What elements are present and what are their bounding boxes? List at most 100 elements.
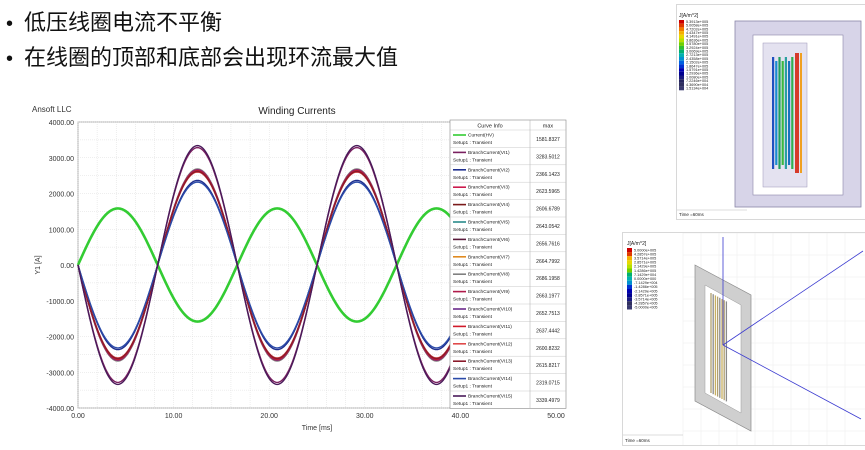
legend-series-max: 2623.5965: [536, 189, 560, 195]
field-legend-swatch: [679, 71, 684, 76]
field-legend-value: -5.0000e+005: [634, 306, 658, 310]
legend-series-name: BranchCurrent(VI14): [468, 376, 513, 382]
legend-header-curve: Curve Info: [477, 124, 502, 130]
hv-winding-strip: [795, 53, 799, 173]
legend-series-setup: Setup1 : Transient: [453, 401, 493, 407]
field-legend-value: 2.1429e+005: [634, 265, 656, 269]
field-legend-value: -4.2857e+005: [634, 302, 658, 306]
field-legend-value: 4.3690e+004: [686, 83, 708, 87]
field-legend-swatch: [627, 297, 632, 302]
x-axis-label: Time [ms]: [302, 425, 333, 432]
legend-series-name: BranchCurrent(VI8): [468, 272, 510, 278]
field-legend-value: 1.0080e+005: [686, 75, 708, 79]
field-legend-value: 3.0069e+005: [686, 50, 708, 54]
legend-series-max: 1581.8327: [536, 137, 560, 143]
time-label: Time =60ms: [679, 212, 704, 217]
field-legend-swatch: [627, 272, 632, 277]
winding-currents-chart: Ansoft LLC Winding Currents 4000.00 3000.00…: [28, 100, 568, 440]
axis-y: [722, 344, 862, 420]
field-legend-swatch: [627, 280, 632, 285]
field-legend-value: 3.5714e+005: [634, 257, 656, 261]
legend-series-name: BranchCurrent(VI11): [468, 324, 512, 330]
legend-background: [449, 119, 567, 409]
legend-series-setup: Setup1 : Transient: [453, 297, 493, 303]
field-legend-swatch: [627, 301, 632, 306]
field-legend-swatch: [679, 34, 684, 39]
legend-series-setup: Setup1 : Transient: [453, 192, 493, 198]
field-legend-swatch: [627, 289, 632, 294]
legend-series-setup: Setup1 : Transient: [453, 384, 493, 390]
y-tick-label: 2000.00: [49, 192, 74, 199]
y-tick-label: 4000.00: [49, 120, 74, 127]
legend-series-setup: Setup1 : Transient: [453, 314, 493, 320]
field-legend-value: -1.4286e+005: [634, 285, 658, 289]
field-legend-value: 5.0058e+005: [686, 24, 708, 28]
field-legend-value: -2.8571e+005: [634, 293, 658, 297]
field-legend-swatch: [627, 260, 632, 265]
time-label: Time =60ms: [625, 438, 650, 443]
legend-series-name: BranchCurrent(VI13): [468, 359, 513, 365]
legend-series-name: BranchCurrent(VI1): [468, 150, 510, 156]
core-window: [704, 284, 742, 414]
field-legend-swatch: [627, 293, 632, 298]
legend-series-setup: Setup1 : Transient: [453, 157, 493, 163]
field-legend-value: 5.0000e+005: [634, 248, 656, 252]
lv-winding-strip: [788, 61, 791, 165]
legend-series-setup: Setup1 : Transient: [453, 331, 493, 337]
field-legend-swatch: [679, 75, 684, 80]
legend-series-setup: Setup1 : Transient: [453, 244, 493, 250]
field-legend-swatch: [679, 86, 684, 91]
field-legend-value: 0.0000e+000: [634, 277, 656, 281]
legend-series-name: BranchCurrent(VI2): [468, 167, 510, 173]
lv-winding-strip: [772, 57, 775, 169]
legend-series-setup: Setup1 : Transient: [453, 262, 493, 268]
y-tick-label: 1000.00: [49, 227, 74, 234]
field-legend-value: 5.3913e+005: [686, 20, 708, 24]
field-legend-swatch: [679, 57, 684, 61]
legend-series-name: Current(HV): [468, 133, 494, 139]
field-legend-swatch: [679, 49, 684, 54]
field-plot-3d-svg: J[A/m^2]5.0000e+0054.2857e+0053.5714e+00…: [623, 232, 865, 445]
field-plot-3d-view: J[A/m^2] 5.0000e+005 4.2857e+005 3.5714e+00…: [622, 232, 865, 446]
y-tick-label: -1000.00: [46, 299, 74, 306]
lv-winding-strip: [781, 61, 784, 165]
field-legend-value: 2.1502e+005: [686, 61, 708, 65]
legend-series-name: BranchCurrent(VI10): [468, 307, 513, 313]
legend-series-setup: Setup1 : Transient: [453, 140, 493, 146]
field-legend-value: 1.2936e+005: [686, 72, 708, 76]
legend-series-name: BranchCurrent(VI6): [468, 237, 510, 243]
legend-series-name: BranchCurrent(VI4): [468, 202, 510, 208]
y-tick-label: -4000.00: [46, 406, 74, 413]
bullet-dot: •: [6, 13, 14, 35]
chart-svg: Ansoft LLC Winding Currents 4000.00 3000.00…: [32, 105, 567, 432]
legend-series-name: BranchCurrent(VI5): [468, 220, 510, 226]
field-legend-swatch: [679, 60, 684, 65]
legend-series-max: 3283.5012: [536, 154, 560, 160]
field-legend-value: 1.5791e+005: [686, 68, 708, 72]
lv-winding-strip: [791, 57, 794, 169]
field-legend-swatch: [679, 53, 684, 57]
legend-series-name: BranchCurrent(VI7): [468, 254, 510, 260]
legend-series-max: 2366.1423: [536, 172, 560, 178]
field-legend-value: 1.4286e+005: [634, 269, 656, 273]
field-legend-swatch: [627, 264, 632, 269]
lv-winding-strip: [784, 57, 787, 169]
field-legend-value: 2.7213e+005: [686, 53, 708, 57]
field-legend-swatch: [627, 305, 632, 310]
legend-series-name: BranchCurrent(VI12): [468, 341, 513, 347]
y-axis-label: Y1 [A]: [35, 255, 42, 274]
y-tick-label: -3000.00: [46, 370, 74, 377]
field-legend-value: 1.8647e+005: [686, 64, 708, 68]
x-tick-label: 50.00: [547, 413, 565, 420]
x-tick-label: 10.00: [165, 413, 183, 420]
legend-series-max: 2663.1977: [536, 294, 560, 300]
field-legend-swatch: [679, 64, 684, 69]
y-tick-label: 0.00: [60, 263, 74, 270]
field-legend-swatch: [679, 23, 684, 28]
legend-series-max: 3339.4979: [536, 398, 560, 404]
x-tick-label: 40.00: [452, 413, 470, 420]
x-tick-label: 30.00: [356, 413, 374, 420]
field-plot-top-svg: J[A/m^2]5.3913e+0055.0058e+0054.7202e+00…: [677, 5, 865, 219]
legend-series-max: 2606.6789: [536, 207, 560, 213]
x-tick-label: 0.00: [71, 413, 85, 420]
